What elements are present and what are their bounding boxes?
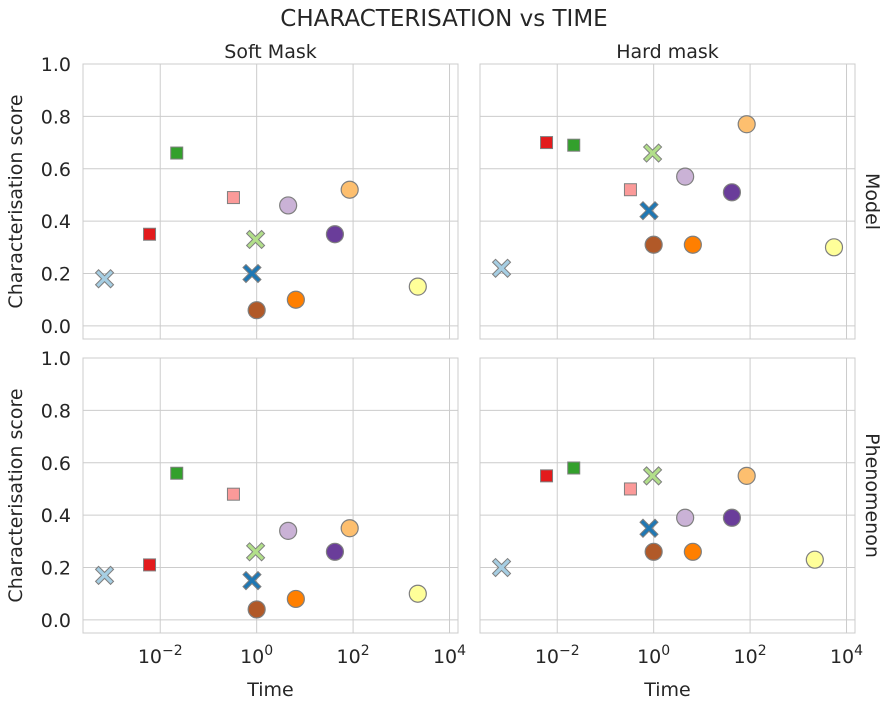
x-tick-label: 104 bbox=[433, 643, 466, 668]
data-point-x bbox=[639, 518, 659, 538]
y-tick-label: 1.0 bbox=[41, 54, 71, 76]
x-tick-label: 104 bbox=[830, 643, 863, 668]
data-point-circle bbox=[644, 235, 663, 254]
chart-title: CHARACTERISATION vs TIME bbox=[280, 6, 607, 32]
x-tick-label: 102 bbox=[734, 643, 767, 668]
data-point-x bbox=[94, 565, 115, 586]
data-point-square bbox=[623, 183, 637, 197]
data-point-circle bbox=[805, 550, 824, 569]
data-point-circle bbox=[737, 115, 756, 134]
data-point-x bbox=[491, 258, 512, 278]
data-point-circle bbox=[286, 290, 305, 309]
data-point-circle bbox=[824, 238, 844, 257]
y-tick-label: 0.6 bbox=[41, 453, 71, 475]
data-point-circle bbox=[325, 225, 345, 244]
y-tick-label: 0.2 bbox=[41, 558, 71, 580]
data-point-square bbox=[170, 146, 184, 160]
y-axis-label: Characterisation score bbox=[5, 388, 27, 602]
panel-r1-c1: 10−2 100 102 104 Time Phenomenon bbox=[479, 357, 883, 701]
data-point-circle bbox=[247, 600, 266, 619]
data-point-square bbox=[143, 227, 157, 241]
data-point-x bbox=[642, 143, 663, 163]
column-title: Soft Mask bbox=[224, 41, 316, 63]
y-tick-label: 0.8 bbox=[41, 106, 71, 128]
x-axis-label: Time bbox=[246, 679, 294, 701]
panel-r0-c0: 0.0 0.2 0.4 0.6 0.8 1.0 Characterisation score… bbox=[5, 41, 459, 340]
data-point-square bbox=[567, 138, 581, 152]
data-point-x bbox=[242, 570, 262, 591]
data-point-circle bbox=[722, 183, 742, 202]
data-point-circle bbox=[340, 519, 359, 538]
data-point-circle bbox=[286, 589, 305, 609]
y-axis-label: Characterisation score bbox=[5, 94, 27, 308]
data-point-circle bbox=[247, 301, 266, 320]
x-tick-label: 10−2 bbox=[138, 643, 183, 668]
y-tick-label: 0.0 bbox=[41, 316, 71, 338]
x-axis-label: Time bbox=[643, 679, 691, 701]
data-point-x bbox=[639, 200, 659, 221]
panels: 0.0 0.2 0.4 0.6 0.8 1.0 Characterisation score… bbox=[5, 41, 883, 701]
y-tick-label: 0.2 bbox=[41, 264, 71, 286]
x-tick-label: 100 bbox=[637, 643, 670, 668]
data-point-x bbox=[242, 263, 262, 284]
panel-frame bbox=[82, 357, 459, 634]
panel-frame bbox=[82, 63, 459, 340]
data-point-x bbox=[642, 466, 663, 486]
data-point-x bbox=[245, 542, 266, 562]
data-point-x bbox=[491, 557, 512, 578]
column-title: Hard mask bbox=[616, 41, 719, 63]
data-point-square bbox=[226, 487, 240, 501]
data-point-circle bbox=[644, 542, 663, 561]
y-tick-label: 0.6 bbox=[41, 159, 71, 181]
data-point-circle bbox=[722, 508, 742, 527]
data-point-square bbox=[226, 191, 240, 205]
x-tick-label: 10−2 bbox=[535, 643, 580, 668]
data-point-circle bbox=[676, 167, 695, 186]
data-point-circle bbox=[683, 235, 702, 254]
x-tick-label: 100 bbox=[240, 643, 273, 668]
data-point-square bbox=[540, 136, 554, 150]
row-title: Phenomenon bbox=[861, 433, 883, 558]
panel-r0-c1: Hard mask Model bbox=[479, 41, 883, 340]
data-point-square bbox=[170, 466, 184, 480]
y-tick-label: 1.0 bbox=[41, 348, 71, 370]
data-point-square bbox=[540, 469, 554, 483]
y-tick-label: 0.4 bbox=[41, 211, 71, 233]
y-tick-label: 0.0 bbox=[41, 610, 71, 632]
data-point-circle bbox=[408, 277, 427, 296]
row-title: Model bbox=[861, 173, 883, 230]
panel-frame bbox=[479, 63, 856, 340]
data-point-circle bbox=[279, 521, 298, 540]
data-point-x bbox=[245, 229, 266, 250]
data-point-square bbox=[143, 558, 157, 572]
y-tick-label: 0.4 bbox=[41, 505, 71, 527]
y-tick-label: 0.8 bbox=[41, 400, 71, 422]
data-point-x bbox=[94, 269, 115, 289]
data-point-circle bbox=[737, 466, 756, 485]
panel-frame bbox=[479, 357, 856, 634]
data-point-circle bbox=[340, 180, 359, 199]
data-point-circle bbox=[408, 584, 427, 603]
x-tick-label: 102 bbox=[337, 643, 370, 668]
panel-r1-c0: 0.0 0.2 0.4 0.6 0.8 1.0 Characterisation score… bbox=[5, 348, 466, 701]
data-point-circle bbox=[325, 542, 345, 561]
data-point-circle bbox=[683, 542, 702, 561]
data-point-circle bbox=[676, 508, 695, 527]
data-point-circle bbox=[279, 196, 298, 215]
data-point-square bbox=[623, 482, 637, 496]
data-point-square bbox=[567, 461, 581, 475]
